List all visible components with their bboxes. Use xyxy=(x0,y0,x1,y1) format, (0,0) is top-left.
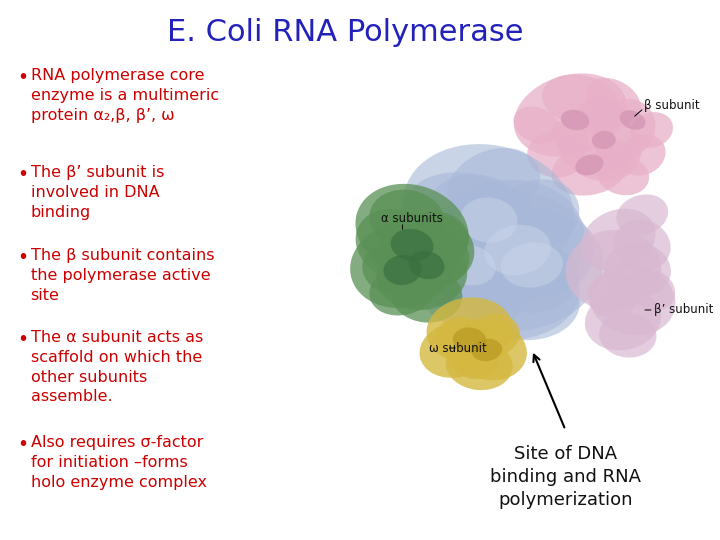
Ellipse shape xyxy=(431,180,585,300)
Ellipse shape xyxy=(561,110,589,130)
Ellipse shape xyxy=(460,198,518,242)
Ellipse shape xyxy=(362,245,423,295)
Text: •: • xyxy=(17,165,28,184)
Ellipse shape xyxy=(451,320,527,380)
Text: The β subunit contains
the polymerase active
site: The β subunit contains the polymerase ac… xyxy=(31,248,214,302)
Ellipse shape xyxy=(369,265,436,315)
Ellipse shape xyxy=(575,97,623,132)
Ellipse shape xyxy=(514,73,626,157)
Ellipse shape xyxy=(613,220,670,271)
Ellipse shape xyxy=(402,205,518,295)
Text: The α subunit acts as
scaffold on which the
other subunits
assemble.: The α subunit acts as scaffold on which … xyxy=(31,330,203,404)
Text: Site of DNA
binding and RNA
polymerization: Site of DNA binding and RNA polymerizati… xyxy=(490,445,641,509)
Text: •: • xyxy=(17,330,28,349)
Ellipse shape xyxy=(377,240,467,310)
Ellipse shape xyxy=(436,240,580,340)
Text: β subunit: β subunit xyxy=(644,98,700,111)
Ellipse shape xyxy=(402,232,469,288)
Text: Also requires σ-factor
for initiation –forms
holo enzyme complex: Also requires σ-factor for initiation –f… xyxy=(31,435,207,490)
Text: •: • xyxy=(17,435,28,454)
Ellipse shape xyxy=(620,110,646,130)
Ellipse shape xyxy=(542,75,618,126)
Ellipse shape xyxy=(597,155,649,195)
Ellipse shape xyxy=(472,339,502,361)
Ellipse shape xyxy=(403,144,575,276)
Ellipse shape xyxy=(408,251,444,279)
Ellipse shape xyxy=(484,225,551,275)
Text: E. Coli RNA Polymerase: E. Coli RNA Polymerase xyxy=(167,18,523,47)
Ellipse shape xyxy=(513,106,560,144)
Ellipse shape xyxy=(408,232,503,308)
Ellipse shape xyxy=(599,313,657,357)
Ellipse shape xyxy=(427,174,531,255)
Ellipse shape xyxy=(369,190,446,251)
Ellipse shape xyxy=(391,229,433,261)
Ellipse shape xyxy=(586,78,641,122)
Ellipse shape xyxy=(552,120,589,150)
Ellipse shape xyxy=(618,134,665,176)
Ellipse shape xyxy=(391,267,462,322)
Ellipse shape xyxy=(446,340,513,390)
Ellipse shape xyxy=(418,259,522,331)
Ellipse shape xyxy=(379,212,474,288)
Ellipse shape xyxy=(465,260,580,340)
Ellipse shape xyxy=(594,140,632,170)
Ellipse shape xyxy=(616,194,668,235)
Ellipse shape xyxy=(451,341,498,379)
FancyArrowPatch shape xyxy=(534,355,564,428)
Ellipse shape xyxy=(494,179,580,251)
Ellipse shape xyxy=(465,195,541,255)
Ellipse shape xyxy=(422,210,556,310)
Ellipse shape xyxy=(527,132,585,178)
Ellipse shape xyxy=(467,314,520,356)
Text: β’ subunit: β’ subunit xyxy=(654,303,713,316)
Text: •: • xyxy=(17,248,28,267)
Ellipse shape xyxy=(384,255,422,285)
Ellipse shape xyxy=(581,208,655,271)
Ellipse shape xyxy=(413,212,469,258)
Ellipse shape xyxy=(501,242,563,288)
Ellipse shape xyxy=(590,265,675,335)
Ellipse shape xyxy=(592,131,616,149)
Ellipse shape xyxy=(420,322,491,378)
Ellipse shape xyxy=(585,289,661,350)
Ellipse shape xyxy=(552,144,627,195)
Ellipse shape xyxy=(587,272,639,318)
Ellipse shape xyxy=(494,247,580,313)
Ellipse shape xyxy=(444,245,496,285)
Ellipse shape xyxy=(565,230,661,310)
Text: •: • xyxy=(17,68,28,87)
Ellipse shape xyxy=(356,184,469,276)
Ellipse shape xyxy=(400,172,539,288)
Ellipse shape xyxy=(436,317,493,363)
Ellipse shape xyxy=(453,327,487,353)
Ellipse shape xyxy=(604,242,671,298)
Ellipse shape xyxy=(350,222,455,308)
Ellipse shape xyxy=(447,148,540,222)
Ellipse shape xyxy=(575,154,603,176)
Ellipse shape xyxy=(629,269,675,310)
Ellipse shape xyxy=(557,109,641,181)
Ellipse shape xyxy=(441,209,603,331)
Ellipse shape xyxy=(631,112,673,148)
Ellipse shape xyxy=(590,99,655,161)
Text: α subunits: α subunits xyxy=(382,212,444,225)
Text: RNA polymerase core
enzyme is a multimeric
protein α₂,β, β’, ω: RNA polymerase core enzyme is a multimer… xyxy=(31,68,219,123)
Ellipse shape xyxy=(356,208,440,281)
Ellipse shape xyxy=(426,298,513,363)
Ellipse shape xyxy=(470,194,593,296)
Text: ω subunit: ω subunit xyxy=(429,341,487,354)
Text: The β’ subunit is
involved in DNA
binding: The β’ subunit is involved in DNA bindin… xyxy=(31,165,164,220)
